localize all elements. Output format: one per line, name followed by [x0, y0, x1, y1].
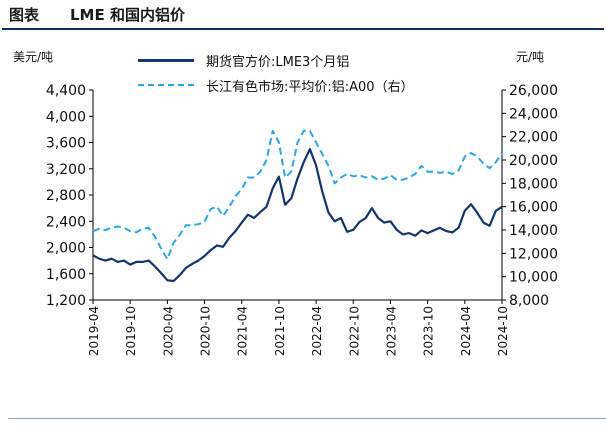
left-tick-label: 2,000	[46, 241, 86, 257]
right-tick-label: 24,000	[509, 106, 558, 122]
right-tick-label: 12,000	[509, 246, 558, 262]
left-tick-label: 1,600	[46, 267, 86, 283]
x-tick-label: 2021-04	[236, 306, 250, 356]
right-axis-unit: 元/吨	[516, 50, 545, 64]
figure-label: 图表	[9, 6, 40, 24]
legend-swatch-lme	[138, 59, 194, 62]
x-tick-label: 2019-04	[87, 306, 101, 356]
right-tick-label: 14,000	[509, 223, 558, 239]
x-tick-label: 2020-10	[199, 306, 213, 356]
x-tick-label: 2020-04	[161, 306, 175, 356]
title-rule	[2, 28, 604, 30]
left-axis: 1,200 1,600 2,000 2,400 2,800 3,200 3,600 4,000…	[46, 83, 94, 309]
right-tick-label: 16,000	[509, 200, 558, 216]
right-tick-label: 22,000	[509, 130, 558, 146]
x-tick-label: 2019-10	[124, 306, 138, 356]
left-tick-label: 2,800	[46, 188, 86, 204]
bottom-rule	[8, 418, 606, 419]
series-layer	[92, 129, 503, 283]
x-tick-label: 2024-10	[496, 306, 510, 356]
right-tick-label: 18,000	[509, 176, 558, 192]
left-tick-label: 4,400	[46, 83, 86, 99]
right-tick-label: 10,000	[509, 270, 558, 286]
left-tick-label: 3,200	[46, 162, 86, 178]
series-line-lme	[92, 148, 503, 283]
x-tick-label: 2023-04	[384, 306, 398, 356]
x-tick-label: 2024-04	[459, 306, 473, 356]
right-axis: 8,000 10,000 12,000 14,000 16,000 18,000 20,00…	[501, 83, 558, 309]
x-tick-label: 2022-04	[310, 306, 324, 356]
figure-header: 图表 LME 和国内铝价	[0, 0, 606, 30]
chart-legend: 期货官方价:LME3个月铝 长江有色市场:平均价:铝:A00（右）	[138, 50, 498, 100]
legend-label-lme: 期货官方价:LME3个月铝	[206, 55, 350, 70]
aluminum-price-chart: 1,200 1,600 2,000 2,400 2,800 3,200 3,600 4,000…	[46, 83, 558, 356]
left-tick-label: 4,000	[46, 109, 86, 125]
right-tick-label: 20,000	[509, 153, 558, 169]
legend-label-changjiang: 长江有色市场:平均价:铝:A00（右）	[206, 80, 414, 95]
x-tick-label: 2023-10	[422, 306, 436, 356]
x-tick-label: 2021-10	[273, 306, 287, 356]
x-tick-label: 2022-10	[347, 306, 361, 356]
left-axis-unit: 美元/吨	[13, 50, 54, 64]
series-line-changjiang	[92, 129, 503, 261]
left-tick-label: 2,400	[46, 214, 86, 230]
x-axis: 2019-04 2019-10 2020-04 2020-10 2021-04 2021-…	[87, 299, 510, 356]
left-tick-label: 3,600	[46, 136, 86, 152]
legend-swatch-changjiang	[138, 84, 194, 86]
right-tick-label: 8,000	[509, 293, 549, 309]
left-tick-label: 1,200	[46, 293, 86, 309]
right-tick-label: 26,000	[509, 83, 558, 99]
figure-title: LME 和国内铝价	[70, 6, 185, 24]
